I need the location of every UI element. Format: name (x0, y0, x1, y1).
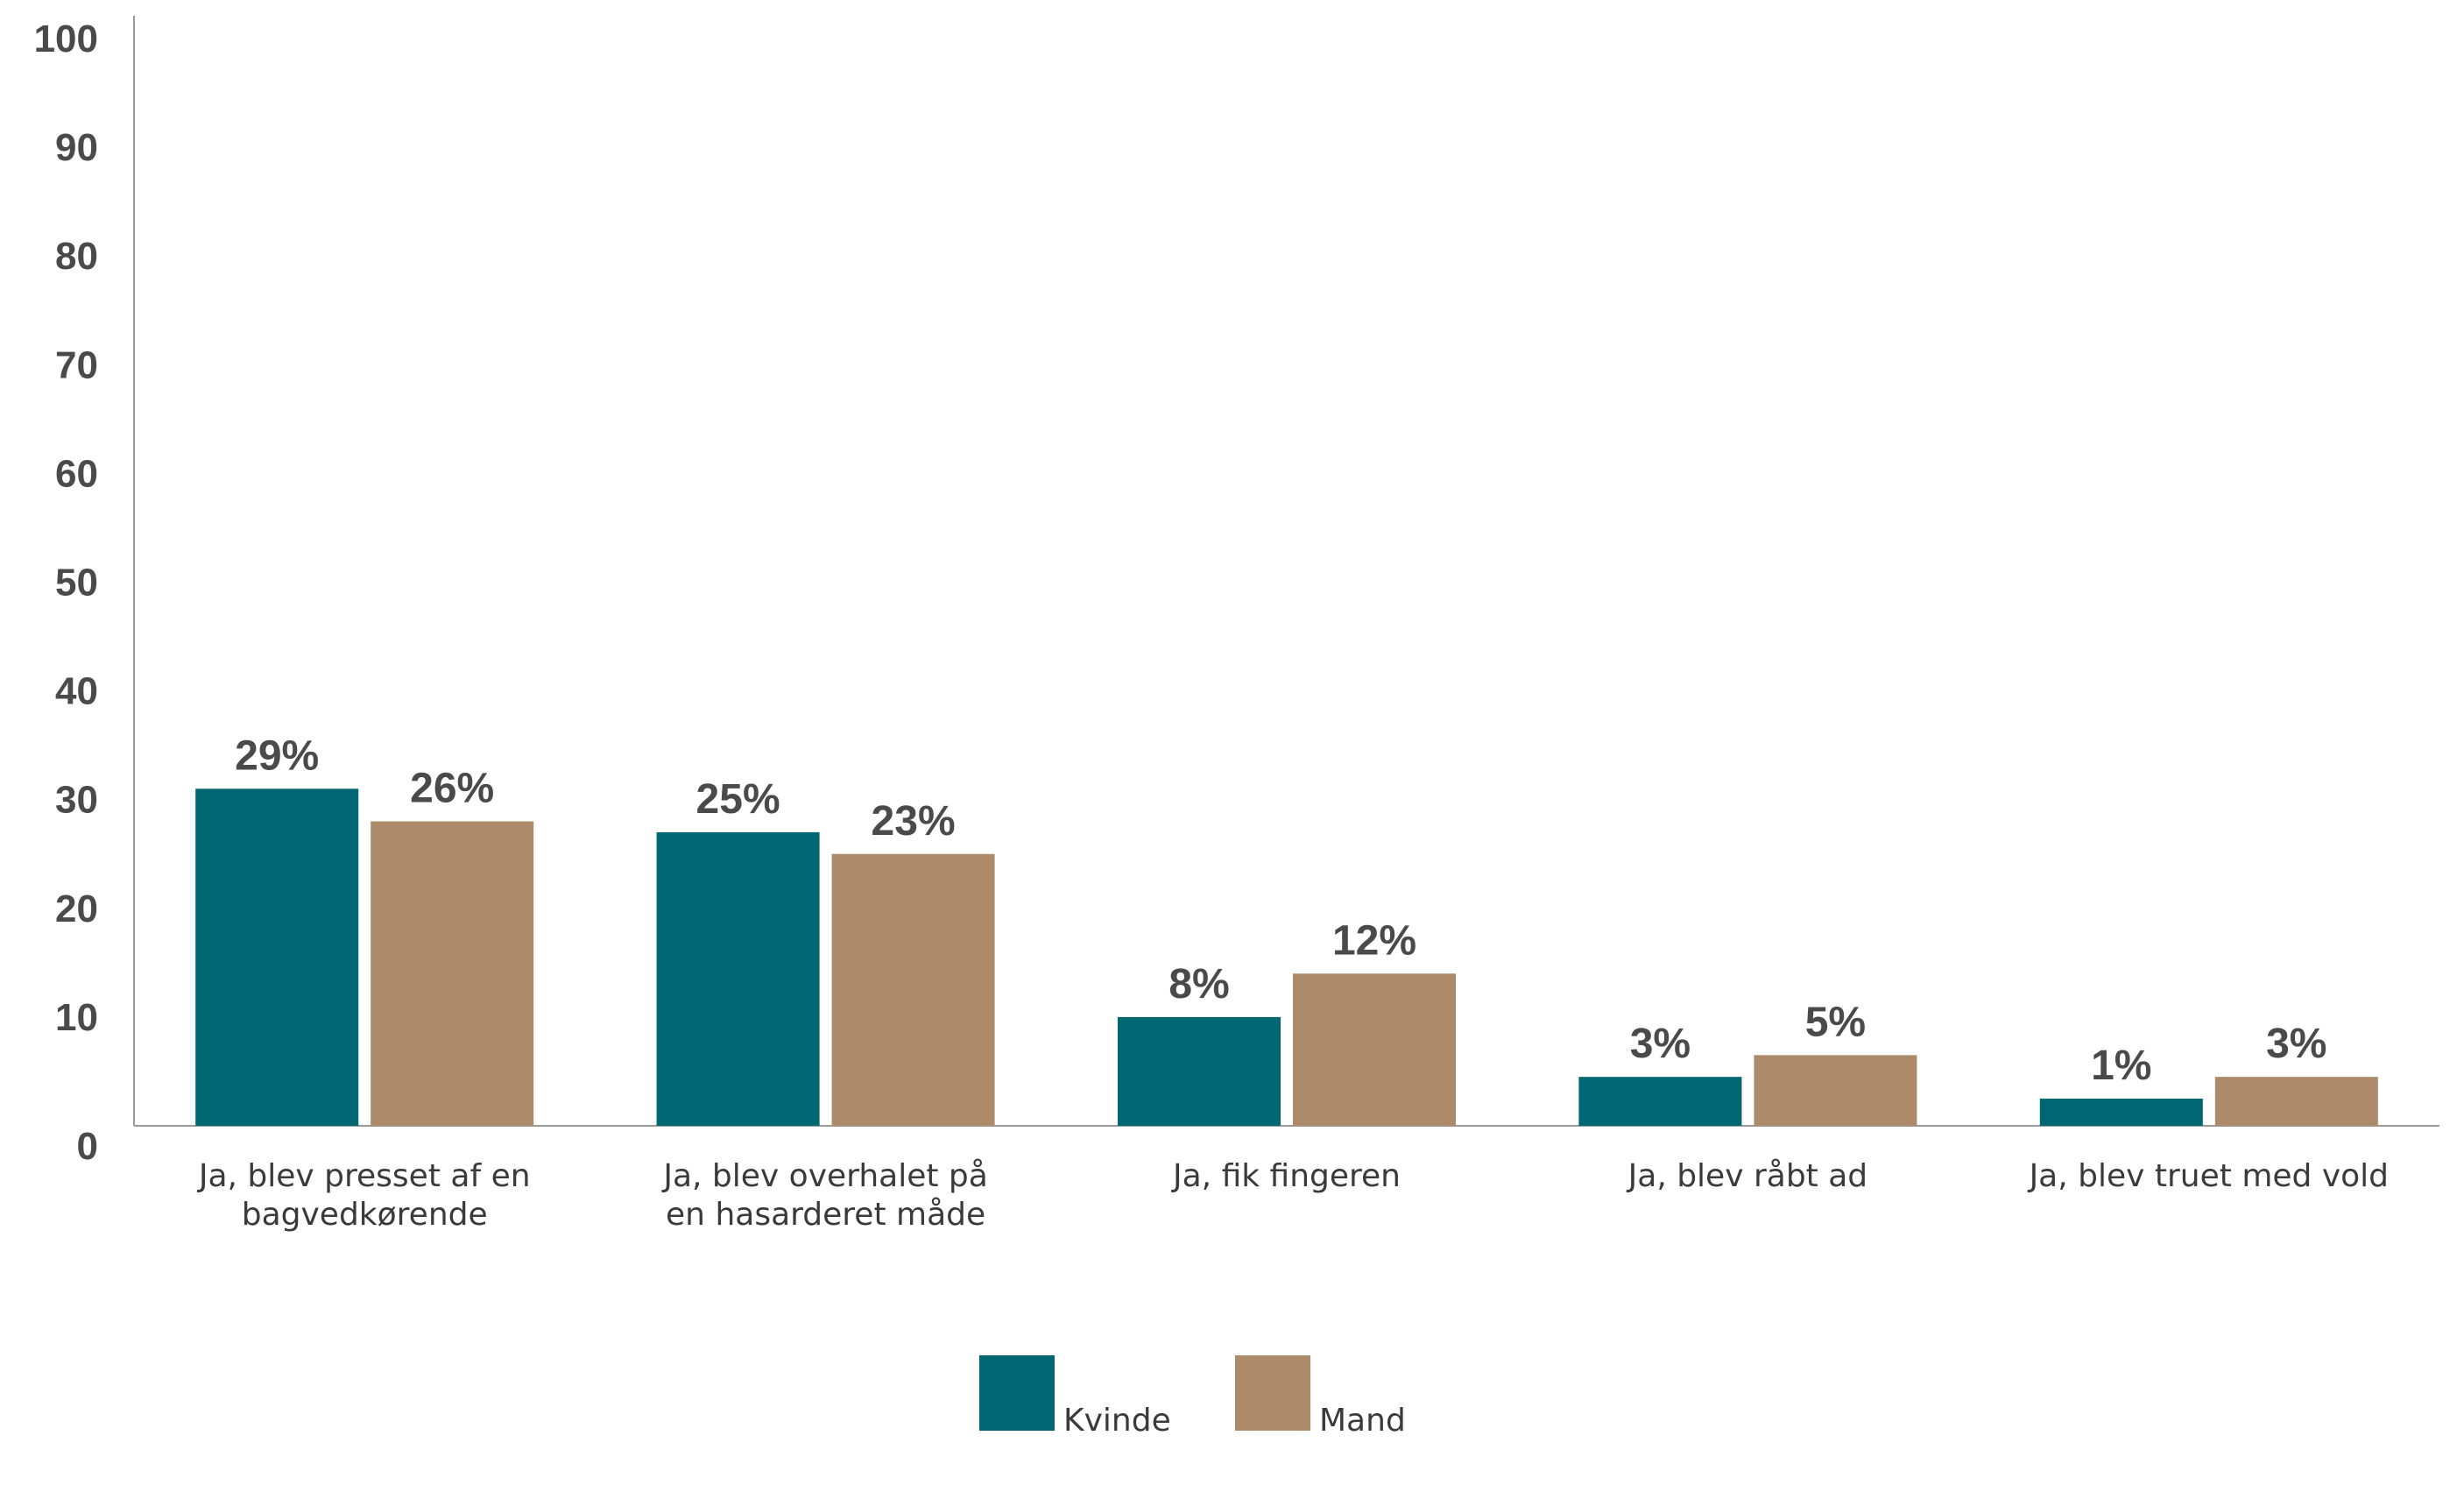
y-tick-label: 50 (55, 562, 98, 605)
data-label: 12% (1332, 917, 1416, 964)
bar-kvinde (2039, 1098, 2203, 1126)
bar-mand (831, 853, 995, 1126)
legend: Kvinde Mand (979, 1355, 1406, 1439)
data-label: 25% (696, 776, 780, 823)
y-tick-label: 40 (55, 670, 98, 713)
x-tick-label: Ja, blev truet med vold (2028, 1158, 2389, 1194)
bar-kvinde (656, 831, 820, 1126)
data-label: 1% (2091, 1043, 2151, 1089)
data-label: 23% (872, 798, 956, 845)
bars-group (195, 788, 2378, 1126)
legend-label-kvinde: Kvinde (1063, 1403, 1171, 1439)
y-tick-label: 90 (55, 126, 98, 169)
y-tick-label: 10 (55, 996, 98, 1039)
y-tick-label: 80 (55, 235, 98, 278)
y-tick-label: 100 (34, 18, 98, 60)
data-label: 3% (1630, 1021, 1691, 1067)
data-label: 3% (2266, 1021, 2326, 1067)
x-tick-label: en hasarderet måde (666, 1197, 985, 1233)
y-axis-ticks: 0 10 20 30 40 50 60 70 80 90 100 (34, 18, 98, 1168)
y-tick-label: 20 (55, 887, 98, 930)
data-labels-group: 29% 26% 25% 23% 8% 12% 3% 5% 1% 3% (235, 732, 2326, 1089)
bar-mand (1754, 1055, 1917, 1126)
y-tick-label: 70 (55, 343, 98, 386)
data-label: 26% (410, 766, 494, 812)
data-label: 29% (235, 732, 319, 779)
bar-kvinde (1118, 1016, 1281, 1126)
bar-mand (371, 821, 534, 1126)
legend-swatch-mand (1235, 1355, 1310, 1431)
bar-mand (1293, 973, 1456, 1126)
legend-label-mand: Mand (1319, 1403, 1406, 1439)
data-label: 5% (1805, 999, 1866, 1045)
x-tick-label: Ja, fik fingeren (1171, 1158, 1401, 1194)
bar-kvinde (1578, 1077, 1742, 1126)
y-tick-label: 60 (55, 452, 98, 495)
x-tick-label: Ja, blev råbt ad (1627, 1158, 1868, 1194)
data-label: 8% (1168, 961, 1229, 1008)
x-tick-label: Ja, blev overhalet på (661, 1158, 987, 1194)
y-tick-label: 30 (55, 779, 98, 822)
y-tick-label: 0 (77, 1125, 98, 1168)
x-tick-label: Ja, blev presset af en (197, 1158, 531, 1194)
legend-swatch-kvinde (979, 1355, 1055, 1431)
bar-mand (2214, 1077, 2378, 1126)
bar-kvinde (195, 788, 359, 1126)
x-tick-label: bagvedkørende (242, 1197, 488, 1233)
